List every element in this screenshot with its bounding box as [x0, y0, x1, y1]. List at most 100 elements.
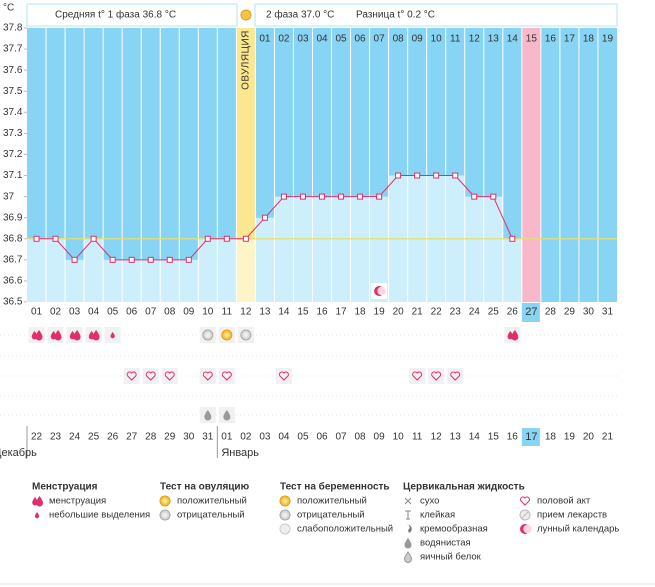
legend-item: положительный	[177, 496, 247, 507]
icon-spotting	[110, 332, 115, 339]
drop-shape	[204, 410, 212, 421]
y-tick-label: 37.5	[3, 86, 23, 97]
day-column	[217, 238, 237, 302]
legend-item: клейкая	[420, 510, 455, 521]
cycle-day-label: 12	[240, 307, 252, 318]
icon-cell	[428, 368, 445, 384]
y-tick-label: 37.8	[3, 23, 23, 34]
calendar-date: 26	[107, 432, 119, 443]
phase2-day-label: 16	[545, 34, 557, 45]
icon-menstruation	[88, 330, 100, 341]
phase2-day-label: 10	[431, 34, 443, 45]
day-column	[464, 196, 484, 302]
icon-positive	[221, 329, 233, 341]
legend-item: отрицательный	[177, 510, 245, 521]
legend-item: положительный	[297, 496, 367, 507]
cross-shape	[404, 497, 412, 505]
drop-shape	[110, 332, 115, 339]
day-column	[255, 217, 275, 302]
calendar-date: 23	[50, 432, 62, 443]
circle-shape	[282, 498, 288, 504]
legend-item: прием лекарств	[537, 510, 607, 521]
circle-shape	[523, 524, 532, 534]
legend-item: слабоположительный	[297, 524, 393, 535]
circle-shape	[162, 498, 168, 504]
heart-shape	[450, 371, 461, 381]
phase2-day-label: 19	[602, 34, 614, 45]
calendar-date: 24	[69, 432, 81, 443]
calendar-date: 15	[488, 432, 500, 443]
legend-item: отрицательный	[297, 510, 365, 521]
temperature-point	[185, 256, 192, 263]
legend-item: менструация	[49, 496, 106, 507]
month-label: Декабрь	[0, 447, 37, 459]
temperature-point	[204, 235, 211, 242]
calendar-date: 18	[545, 432, 557, 443]
cycle-day-label: 24	[469, 307, 481, 318]
icon-positive	[159, 495, 171, 507]
cycle-day-label: 05	[107, 307, 119, 318]
drop-shape	[92, 330, 100, 341]
day-column	[331, 196, 351, 302]
phase2-day-label: 03	[297, 34, 309, 45]
phase2-day-label: 01	[259, 34, 271, 45]
calendar-date: 17	[525, 431, 537, 443]
icon-cell	[447, 368, 464, 384]
drop-shape	[511, 330, 519, 341]
phase2-day-label: 05	[335, 34, 347, 45]
icon-cell	[409, 368, 426, 384]
temperature-point	[242, 235, 249, 242]
calendar-date: 29	[164, 432, 176, 443]
header-phase1: Средняя t° 1 фаза 36.8 °С	[55, 9, 176, 21]
icon-dry	[404, 497, 412, 505]
heart-shape	[520, 496, 530, 506]
current-date-box	[521, 428, 540, 446]
cycle-day-label: 30	[583, 307, 595, 318]
icon-egg	[403, 551, 413, 563]
day-column	[160, 259, 180, 302]
tee-shape	[405, 510, 411, 520]
drop-shape	[404, 538, 412, 549]
icon-menstruation	[50, 330, 62, 341]
icon-intercourse	[145, 371, 156, 381]
cycle-day-label: 10	[202, 307, 214, 318]
egg-shape	[403, 551, 413, 563]
y-tick-label: 36.9	[3, 212, 23, 223]
day-column	[103, 259, 123, 302]
cycle-day-label: 07	[145, 307, 157, 318]
day-column	[236, 238, 256, 302]
circle-shape	[162, 512, 168, 518]
temperature-point	[52, 235, 59, 242]
day-column	[274, 196, 294, 302]
phase2-day-label: 13	[488, 34, 500, 45]
calendar-date: 20	[583, 432, 595, 443]
cycle-day-label: 01	[31, 307, 43, 318]
cycle-day-label: 23	[450, 307, 462, 318]
icon-intercourse	[202, 371, 213, 381]
phase2-day-label: 11	[450, 34, 461, 45]
temperature-point	[71, 256, 78, 263]
temperature-point	[280, 193, 287, 200]
y-tick-label: 36.6	[3, 276, 23, 287]
calendar-date: 16	[507, 432, 519, 443]
calendar-date: 02	[240, 432, 252, 443]
calendar-date: 05	[297, 432, 309, 443]
current-day-column	[521, 28, 541, 302]
phase2-day-label: 14	[507, 34, 519, 45]
temperature-point	[471, 193, 478, 200]
legend-item: водянистая	[420, 538, 471, 549]
icon-lunar	[374, 286, 386, 296]
icon-weak	[279, 523, 291, 535]
icon-watery	[223, 410, 231, 421]
icon-cell	[199, 368, 216, 384]
calendar-date: 14	[469, 432, 481, 443]
icon-cell	[218, 368, 235, 384]
day-column	[502, 238, 522, 302]
phase2-day-label: 08	[393, 34, 405, 45]
heart-shape	[431, 371, 442, 381]
icon-intercourse	[278, 371, 289, 381]
legend-item: кремообразная	[420, 524, 488, 535]
y-tick-label: 37.1	[3, 170, 23, 181]
heart-shape	[164, 371, 175, 381]
